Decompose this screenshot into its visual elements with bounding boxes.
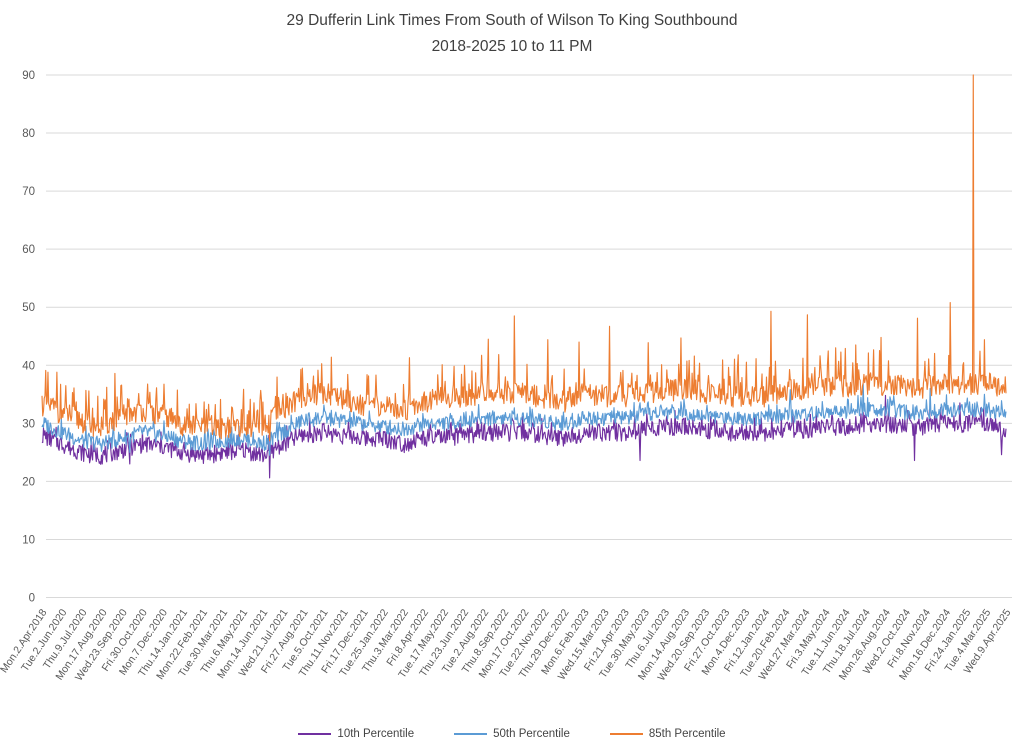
legend-label-10th-percentile: 10th Percentile [337,728,415,740]
legend-item-50th-percentile: 50th Percentile [454,728,570,740]
chart-title-line1: 29 Dufferin Link Times From South of Wil… [286,12,738,29]
series-line-50th-percentile [41,383,1007,456]
y-axis-label-50: 50 [22,302,35,314]
y-axis-label-80: 80 [22,128,35,140]
legend-item-10th-percentile: 10th Percentile [298,728,414,740]
chart-title: 29 Dufferin Link Times From South of Wil… [0,8,1024,60]
y-axis-label-40: 40 [22,360,35,372]
legend-label-85th-percentile: 85th Percentile [648,728,726,740]
y-axis-label-20: 20 [22,476,35,488]
chart-legend: 10th Percentile 50th Percentile 85th Per… [0,728,1024,740]
legend-label-50th-percentile: 50th Percentile [493,728,570,740]
y-axis-label-30: 30 [22,418,35,430]
series-line-85th-percentile [41,74,1007,442]
y-axis-label-0: 0 [29,593,35,605]
legend-item-85th-percentile: 85th Percentile [609,728,726,740]
chart-title-line2: 2018-2025 10 to 11 PM [431,38,593,55]
y-axis-label-90: 90 [22,70,35,82]
y-axis-label-70: 70 [22,186,35,198]
y-axis-label-10: 10 [22,534,35,546]
legend-swatch-10th-percentile-icon [298,732,332,736]
legend-swatch-50th-percentile-icon [454,732,488,736]
y-axis-label-60: 60 [22,244,35,256]
legend-swatch-85th-percentile-icon [609,732,643,736]
